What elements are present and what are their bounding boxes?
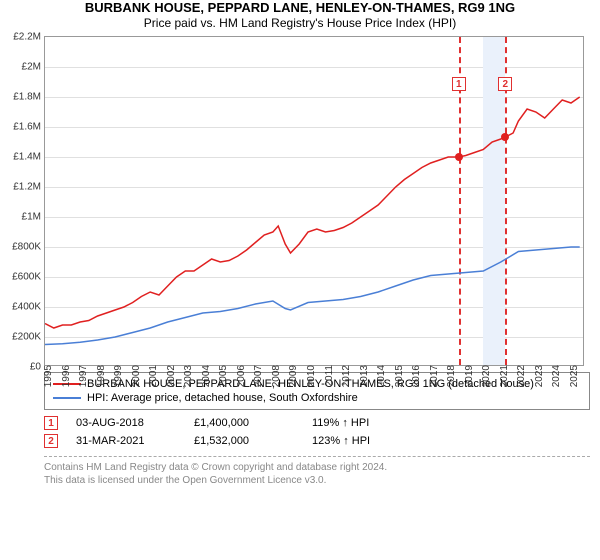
sale-datapoints: 1 03-AUG-2018 £1,400,000 119% ↑ HPI 2 31…	[44, 414, 590, 450]
x-tick-label: 2018	[446, 365, 457, 387]
y-tick-label: £2.2M	[13, 31, 45, 42]
x-tick-label: 2024	[551, 365, 562, 387]
x-tick-label: 2013	[359, 365, 370, 387]
x-tick-label: 1997	[78, 365, 89, 387]
series-hpi	[45, 247, 580, 345]
price-chart: £0£200K£400K£600K£800K£1M£1.2M£1.4M£1.6M…	[44, 36, 584, 366]
y-tick-label: £2M	[22, 61, 45, 72]
x-tick-label: 2015	[394, 365, 405, 387]
footer-line: This data is licensed under the Open Gov…	[44, 474, 590, 487]
x-tick-label: 2020	[481, 365, 492, 387]
footer: Contains HM Land Registry data © Crown c…	[44, 456, 590, 487]
x-tick-label: 2025	[569, 365, 580, 387]
x-tick-label: 2010	[306, 365, 317, 387]
y-tick-label: £1.8M	[13, 91, 45, 102]
series-property	[45, 97, 580, 328]
x-tick-label: 2009	[288, 365, 299, 387]
datapoint-vs-hpi: 123% ↑ HPI	[312, 435, 370, 447]
x-tick-label: 2012	[341, 365, 352, 387]
y-tick-label: £600K	[12, 271, 45, 282]
legend-label-hpi: HPI: Average price, detached house, Sout…	[87, 392, 358, 404]
x-tick-label: 2023	[534, 365, 545, 387]
legend-swatch-hpi	[53, 397, 81, 399]
footer-line: Contains HM Land Registry data © Crown c…	[44, 461, 590, 474]
y-tick-label: £1.6M	[13, 121, 45, 132]
sale-dot	[501, 133, 509, 141]
sale-dot	[455, 153, 463, 161]
datapoint-price: £1,400,000	[194, 417, 294, 429]
x-tick-label: 2017	[429, 365, 440, 387]
x-tick-label: 2008	[271, 365, 282, 387]
x-tick-label: 2004	[201, 365, 212, 387]
y-tick-label: £1.2M	[13, 181, 45, 192]
x-tick-label: 2005	[218, 365, 229, 387]
chart-title: BURBANK HOUSE, PEPPARD LANE, HENLEY-ON-T…	[0, 0, 600, 16]
chart-lines	[45, 37, 585, 367]
x-tick-label: 2000	[131, 365, 142, 387]
x-tick-label: 1999	[113, 365, 124, 387]
x-tick-label: 2007	[253, 365, 264, 387]
x-tick-label: 2002	[166, 365, 177, 387]
x-tick-label: 1995	[43, 365, 54, 387]
y-tick-label: £1.4M	[13, 151, 45, 162]
datapoint-date: 03-AUG-2018	[76, 417, 176, 429]
datapoint-row: 1 03-AUG-2018 £1,400,000 119% ↑ HPI	[44, 414, 590, 432]
y-tick-label: £800K	[12, 241, 45, 252]
y-tick-label: £1M	[22, 211, 45, 222]
y-tick-label: £200K	[12, 331, 45, 342]
y-tick-label: £400K	[12, 301, 45, 312]
x-tick-label: 2014	[376, 365, 387, 387]
datapoint-price: £1,532,000	[194, 435, 294, 447]
datapoint-vs-hpi: 119% ↑ HPI	[312, 417, 369, 429]
datapoint-row: 2 31-MAR-2021 £1,532,000 123% ↑ HPI	[44, 432, 590, 450]
x-tick-label: 2011	[324, 365, 335, 387]
x-tick-label: 2022	[516, 365, 527, 387]
x-tick-label: 2019	[464, 365, 475, 387]
x-tick-label: 2006	[236, 365, 247, 387]
datapoint-date: 31-MAR-2021	[76, 435, 176, 447]
x-tick-label: 1996	[61, 365, 72, 387]
datapoint-marker: 2	[44, 434, 58, 448]
x-tick-label: 2001	[148, 365, 159, 387]
x-tick-label: 2003	[183, 365, 194, 387]
x-tick-label: 1998	[96, 365, 107, 387]
legend-item-hpi: HPI: Average price, detached house, Sout…	[53, 391, 581, 405]
datapoint-marker: 1	[44, 416, 58, 430]
x-tick-label: 2016	[411, 365, 422, 387]
chart-subtitle: Price paid vs. HM Land Registry's House …	[0, 16, 600, 30]
x-tick-label: 2021	[499, 365, 510, 387]
